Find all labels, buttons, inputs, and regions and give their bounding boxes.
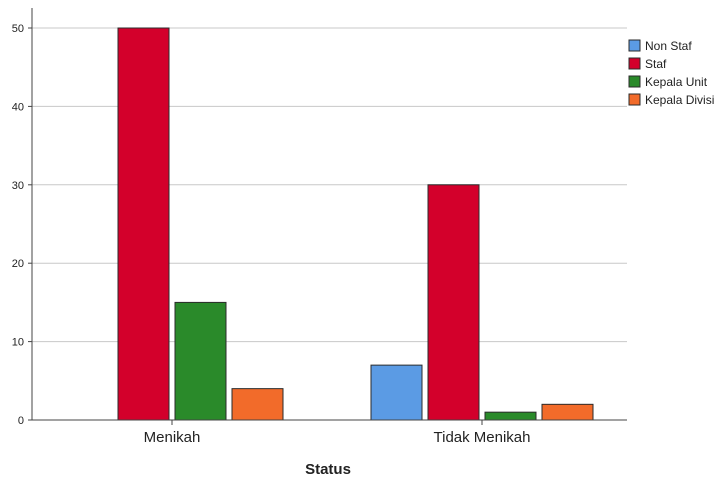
bar-staf-menikah bbox=[117, 27, 170, 421]
y-tick-label: 30 bbox=[12, 180, 24, 192]
legend-label: Kepala Divisi bbox=[645, 93, 714, 107]
legend-swatch bbox=[628, 75, 641, 88]
legend-swatch bbox=[628, 57, 641, 70]
legend: Non Staf Staf Kepala Unit Kepala Divisi bbox=[628, 39, 714, 107]
y-tick-label: 0 bbox=[18, 415, 24, 427]
legend-label: Non Staf bbox=[645, 39, 692, 53]
legend-swatch bbox=[628, 39, 641, 52]
legend-swatch bbox=[628, 93, 641, 106]
y-tick-label: 10 bbox=[12, 337, 24, 349]
bar-kepala-divisi-menikah bbox=[231, 388, 284, 421]
x-tick-labels: Menikah Tidak Menikah bbox=[144, 429, 531, 446]
bars-group bbox=[117, 27, 594, 421]
y-tick-label: 50 bbox=[12, 23, 24, 35]
bar-non-staf-tidak-menikah bbox=[370, 364, 423, 421]
bar-staf-tidak-menikah bbox=[427, 184, 480, 421]
bar-kepala-divisi-tidak-menikah bbox=[541, 403, 594, 421]
x-tick-label: Tidak Menikah bbox=[434, 429, 531, 446]
x-tick-label: Menikah bbox=[144, 429, 201, 446]
x-axis-title: Status bbox=[305, 461, 351, 478]
legend-label: Staf bbox=[645, 57, 667, 71]
y-tick-label: 20 bbox=[12, 258, 24, 270]
bar-kepala-unit-tidak-menikah bbox=[484, 411, 537, 421]
legend-label: Kepala Unit bbox=[645, 75, 708, 89]
bar-kepala-unit-menikah bbox=[174, 301, 227, 421]
y-tick-label: 40 bbox=[12, 101, 24, 113]
axes bbox=[31, 8, 627, 425]
y-tick-labels: 0 10 20 30 40 50 bbox=[12, 23, 24, 427]
